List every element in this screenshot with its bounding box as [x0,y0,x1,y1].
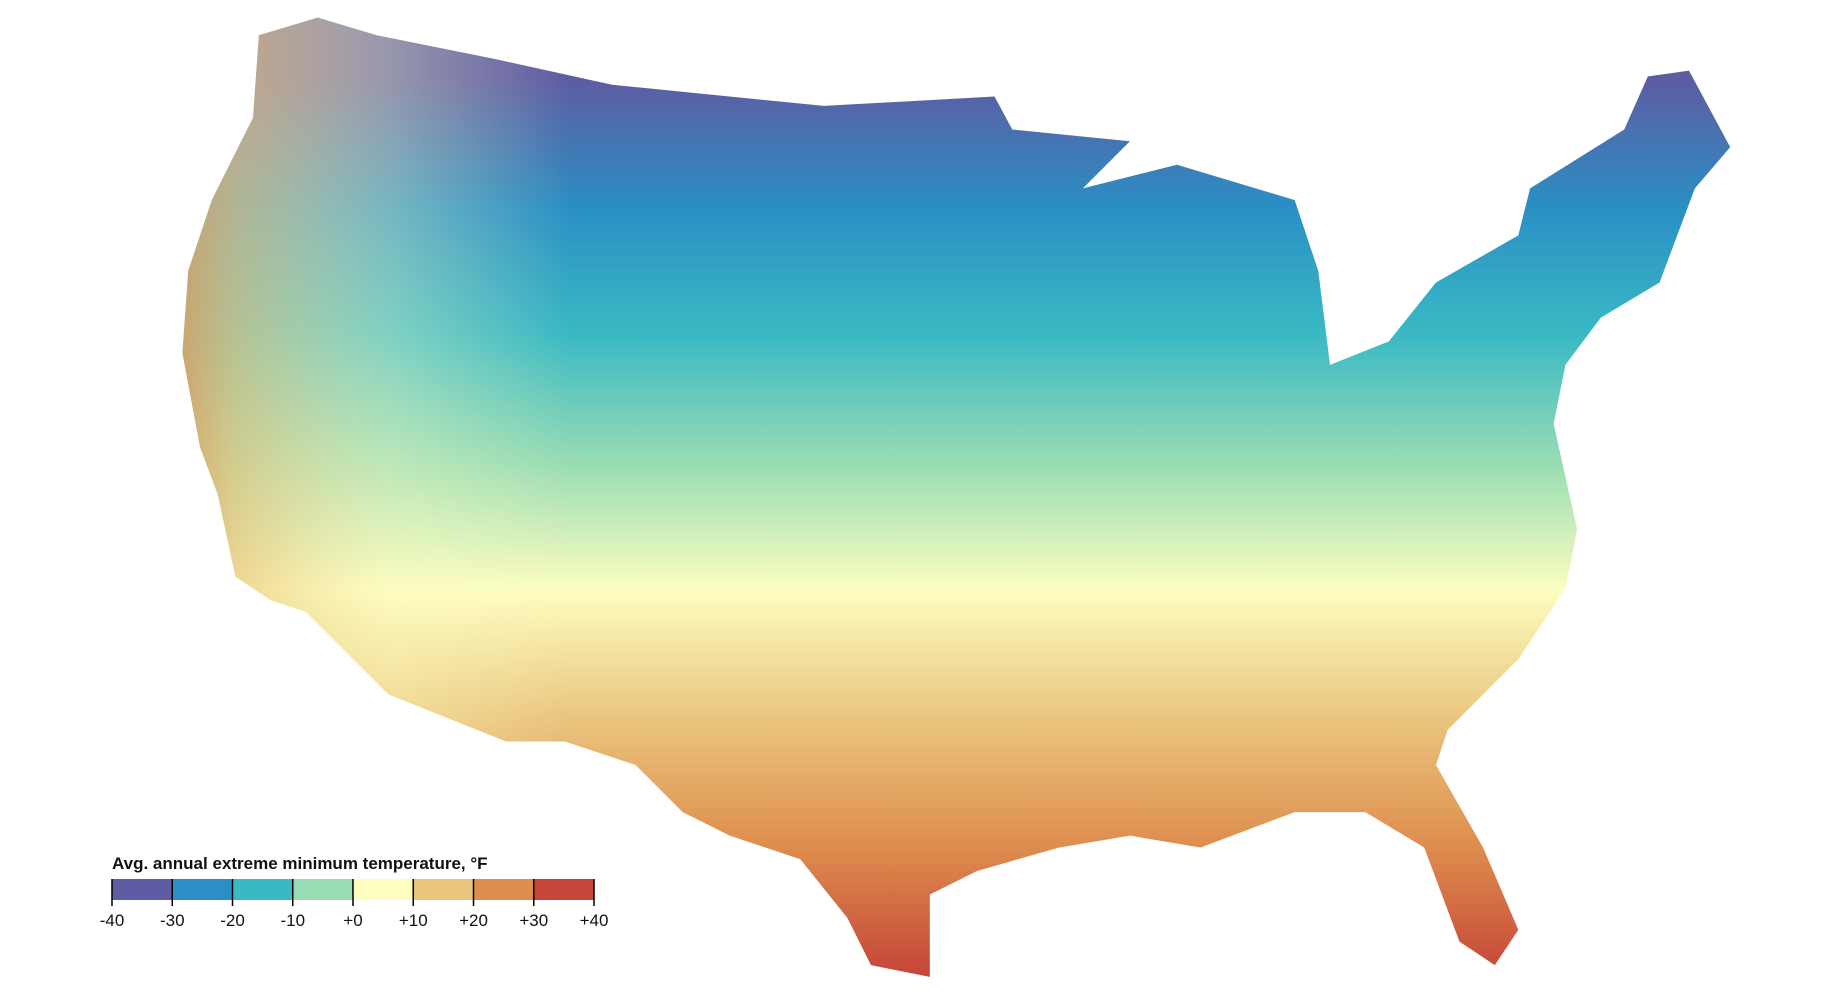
western-warm-field [182,17,850,977]
legend-color-bin [172,879,233,900]
legend-title: Avg. annual extreme minimum temperature,… [112,854,488,873]
legend-tick-label: -40 [100,911,125,930]
legend-color-bin [533,879,594,900]
legend-tick-label: +40 [580,911,609,930]
legend-tick-label: +10 [399,911,428,930]
legend-tick-label: -20 [220,911,245,930]
legend-tick-label: +30 [519,911,548,930]
legend-color-bin [473,879,534,900]
legend-tick-label: +0 [343,911,362,930]
legend-color-bin [353,879,414,900]
legend: Avg. annual extreme minimum temperature,… [100,854,609,930]
us-map [182,17,1731,977]
legend-tick-label: +20 [459,911,488,930]
legend-color-bin [112,879,173,900]
legend-color-bin [413,879,474,900]
legend-tick-label: -10 [280,911,305,930]
legend-color-bin [292,879,353,900]
legend-color-bin [232,879,293,900]
legend-tick-label: -30 [160,911,185,930]
